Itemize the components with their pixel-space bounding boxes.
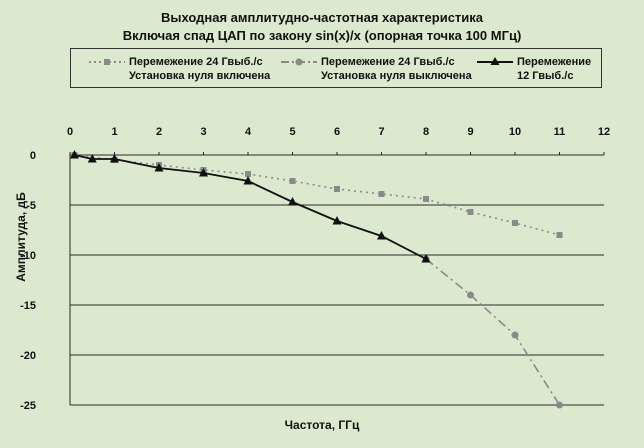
data-point-triangle — [377, 231, 386, 240]
data-point-square — [289, 178, 296, 184]
x-tick-label: 12 — [598, 126, 610, 138]
legend-label-3b: 12 Гвыб./с — [517, 70, 574, 82]
legend-label-3a: Перемежение — [517, 56, 592, 68]
data-point-triangle — [199, 168, 208, 177]
series-line-3 — [74, 154, 427, 260]
y-axis-label: Амплитуда, дБ — [14, 192, 28, 282]
x-tick-label: 2 — [156, 126, 162, 138]
x-tick-label: 5 — [289, 126, 295, 138]
legend: Перемежение 24 Гвыб./с Установка нуля вк… — [70, 48, 602, 88]
data-point-triangle — [243, 176, 253, 185]
data-point-square — [467, 209, 474, 215]
data-point-triangle — [332, 216, 342, 225]
x-tick-label: 4 — [245, 126, 252, 138]
x-tick-label: 8 — [423, 126, 429, 138]
x-tick-label: 7 — [378, 126, 384, 138]
y-tick-label: -5 — [26, 200, 36, 212]
x-tick-label: 6 — [334, 126, 340, 138]
x-tick-label: 11 — [554, 126, 566, 138]
data-point-square — [378, 191, 385, 197]
data-point-triangle — [87, 154, 97, 163]
legend-label-2a: Перемежение 24 Гвыб./с — [321, 56, 455, 68]
x-tick-label: 10 — [509, 126, 521, 138]
y-tick-label: 0 — [30, 150, 36, 162]
data-point-circle — [511, 331, 519, 339]
legend-label-1a: Перемежение 24 Гвыб./с — [129, 56, 263, 68]
legend-label-1b: Установка нуля включена — [129, 70, 271, 82]
y-tick-label: -15 — [20, 300, 36, 312]
legend-label-2b: Установка нуля выключена — [321, 70, 472, 82]
data-point-triangle — [69, 150, 79, 159]
data-point-square — [245, 171, 251, 177]
data-point-circle — [556, 401, 563, 409]
chart-subtitle: Включая спад ЦАП по закону sin(x)/x (опо… — [122, 28, 522, 43]
data-point-triangle — [421, 254, 431, 263]
y-tick-label: -10 — [20, 250, 36, 262]
legend-marker-square-icon — [89, 59, 125, 65]
x-tick-label: 3 — [200, 126, 206, 138]
data-point-circle — [467, 291, 474, 299]
y-tick-label: -20 — [20, 350, 36, 362]
data-point-square — [512, 220, 518, 226]
legend-marker-triangle-icon — [477, 57, 513, 65]
x-tick-label: 0 — [67, 126, 73, 138]
data-point-square — [423, 196, 429, 202]
x-tick-label: 9 — [467, 126, 473, 138]
data-point-triangle — [110, 154, 119, 163]
series-line-1 — [74, 154, 560, 236]
data-point-square — [556, 232, 563, 238]
x-axis-label: Частота, ГГц — [284, 418, 360, 432]
x-tick-label: 1 — [111, 126, 117, 138]
data-point-triangle — [154, 163, 164, 172]
series-line-2 — [425, 258, 561, 406]
data-point-triangle — [288, 197, 297, 206]
chart-title: Выходная амплитудно-частотная характерис… — [160, 10, 484, 25]
legend-marker-circle-icon — [281, 58, 317, 66]
data-point-square — [334, 186, 340, 192]
y-tick-label: -25 — [20, 400, 36, 412]
